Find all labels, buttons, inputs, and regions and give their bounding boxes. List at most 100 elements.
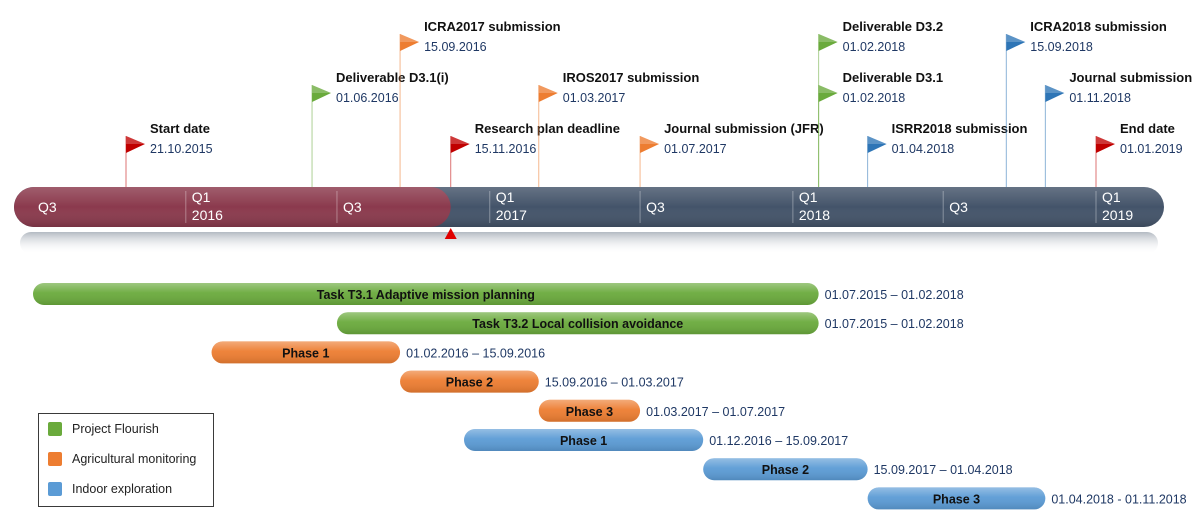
milestone-flag-icon <box>867 136 887 153</box>
milestone-flag-shine <box>538 85 558 93</box>
milestone-title: ISRR2018 submission <box>892 121 1028 136</box>
task-bar-label: Task T3.1 Adaptive mission planning <box>317 288 535 302</box>
milestone-flag-icon <box>818 85 838 102</box>
milestone-date: 15.09.2016 <box>424 40 487 54</box>
task-bar-label: Phase 1 <box>560 434 607 448</box>
milestone-flag-shine <box>867 136 887 144</box>
tick-quarter-label: Q1 <box>192 189 211 205</box>
tick-quarter-label: Q1 <box>1102 189 1121 205</box>
milestone-flag-shine <box>312 85 332 93</box>
milestone: Deliverable D3.1 01.02.2018 <box>818 70 943 187</box>
task-bar: Phase 2 15.09.2017 – 01.04.2018 <box>703 458 1013 481</box>
tick-quarter-label: Q3 <box>38 199 57 215</box>
milestone: Deliverable D3.1(i) 01.06.2016 <box>311 70 449 187</box>
task-bar-label: Phase 2 <box>762 463 809 477</box>
milestone-title: End date <box>1120 121 1175 136</box>
band-reflection <box>20 232 1158 254</box>
legend-label: Indoor exploration <box>72 482 173 496</box>
task-date-range: 01.03.2017 – 01.07.2017 <box>646 405 785 419</box>
milestone-date: 01.06.2016 <box>336 91 399 105</box>
milestone-flag-shine <box>400 34 420 42</box>
task-bar: Phase 1 01.02.2016 – 15.09.2016 <box>211 341 545 364</box>
milestone-flag-icon <box>126 136 146 153</box>
band-reflection-shape <box>20 232 1158 254</box>
milestone: Journal submission 01.11.2018 <box>1044 70 1192 187</box>
milestone-title: Journal submission <box>1069 70 1192 85</box>
task-bar: Task T3.2 Local collision avoidance 01.07… <box>336 312 964 335</box>
milestone-date: 21.10.2015 <box>150 142 213 156</box>
milestone-flag-icon <box>818 34 838 51</box>
milestone-title: Deliverable D3.1 <box>843 70 943 85</box>
milestone: Journal submission (JFR) 01.07.2017 <box>639 121 824 187</box>
band-shine <box>14 187 1164 227</box>
legend-swatch-green <box>48 422 62 436</box>
milestone-title: Start date <box>150 121 210 136</box>
task-date-range: 01.12.2016 – 15.09.2017 <box>709 434 848 448</box>
milestone-title: Deliverable D3.2 <box>843 19 943 34</box>
legend-swatch-blue <box>48 482 62 496</box>
milestone-flag-shine <box>640 136 660 144</box>
task-bar-shine <box>703 458 868 481</box>
task-date-range: 01.07.2015 – 01.02.2018 <box>825 288 964 302</box>
task-bar: Phase 1 01.12.2016 – 15.09.2017 <box>464 429 848 451</box>
milestone-flag-shine <box>818 34 838 42</box>
tick-year-label: 2016 <box>192 207 223 223</box>
timeline-ticks: Q3 Q1 2016 Q3 Q1 2017 Q3 Q1 2018 Q3 Q1 2019 <box>38 189 1133 223</box>
task-bar-label: Phase 1 <box>282 346 329 360</box>
milestone-title: Deliverable D3.1(i) <box>336 70 449 85</box>
task-bars: Task T3.1 Adaptive mission planning 01.07… <box>33 283 1187 510</box>
milestone-flag-icon <box>312 85 332 102</box>
legend-label: Project Flourish <box>72 422 159 436</box>
task-bar-label: Task T3.2 Local collision avoidance <box>472 317 683 331</box>
timeline-band <box>14 187 1164 227</box>
milestone-date: 15.11.2016 <box>475 142 537 156</box>
tick-year-label: 2019 <box>1102 207 1133 223</box>
milestone-flag-icon <box>1006 34 1026 51</box>
milestone: Research plan deadline 15.11.2016 <box>450 121 620 187</box>
milestone-flag-shine <box>126 136 146 144</box>
tick-quarter-label: Q1 <box>496 189 515 205</box>
milestone-date: 01.04.2018 <box>892 142 955 156</box>
milestone-flag-icon <box>640 136 660 153</box>
milestone: ISRR2018 submission 01.04.2018 <box>867 121 1028 187</box>
milestone-flag-icon <box>1045 85 1065 102</box>
task-bar-shine <box>464 429 704 451</box>
milestone-flag-shine <box>818 85 838 93</box>
milestone: End date 01.01.2019 <box>1095 121 1183 187</box>
milestone-date: 01.02.2018 <box>843 91 906 105</box>
milestones: Start date 21.10.2015 Deliverable D3.1(i) 0… <box>125 19 1192 187</box>
milestone-flag-shine <box>1006 34 1026 42</box>
milestone-flag-icon <box>1096 136 1116 153</box>
legend: Project Flourish Agricultural monitoring… <box>38 413 214 507</box>
milestone-date: 15.09.2018 <box>1030 40 1093 54</box>
milestone-flag-shine <box>1096 136 1116 144</box>
task-bar: Task T3.1 Adaptive mission planning 01.07… <box>33 283 964 305</box>
milestone-flag-shine <box>1045 85 1065 93</box>
milestone-flag-icon <box>450 136 470 153</box>
milestone: ICRA2018 submission 15.09.2018 <box>1005 19 1167 187</box>
task-bar-shine <box>867 487 1046 510</box>
task-bar-label: Phase 2 <box>446 376 493 390</box>
milestone-title: Research plan deadline <box>475 121 620 136</box>
today-marker-group <box>444 228 457 239</box>
milestone: ICRA2017 submission 15.09.2016 <box>399 19 561 187</box>
tick-quarter-label: Q3 <box>949 199 968 215</box>
tick-quarter-label: Q1 <box>799 189 818 205</box>
task-bar-label: Phase 3 <box>566 405 613 419</box>
task-bar-shine <box>538 399 641 422</box>
task-date-range: 01.04.2018 - 01.11.2018 <box>1051 492 1186 506</box>
legend-label: Agricultural monitoring <box>72 452 197 466</box>
task-bar: Phase 2 15.09.2016 – 01.03.2017 <box>400 370 684 393</box>
task-date-range: 15.09.2016 – 01.03.2017 <box>545 376 684 390</box>
tick-year-label: 2018 <box>799 207 830 223</box>
milestone-title: ICRA2017 submission <box>424 19 561 34</box>
task-bar: Phase 3 01.04.2018 - 01.11.2018 <box>867 487 1187 510</box>
task-bar: Phase 3 01.03.2017 – 01.07.2017 <box>538 399 785 422</box>
task-bar-label: Phase 3 <box>933 492 980 506</box>
milestone-flag-shine <box>450 136 470 144</box>
today-marker-icon <box>444 228 457 239</box>
legend-swatch-orange <box>48 452 62 466</box>
task-date-range: 15.09.2017 – 01.04.2018 <box>874 463 1013 477</box>
task-bar-shine <box>400 370 539 393</box>
task-bar-shine <box>336 312 819 335</box>
